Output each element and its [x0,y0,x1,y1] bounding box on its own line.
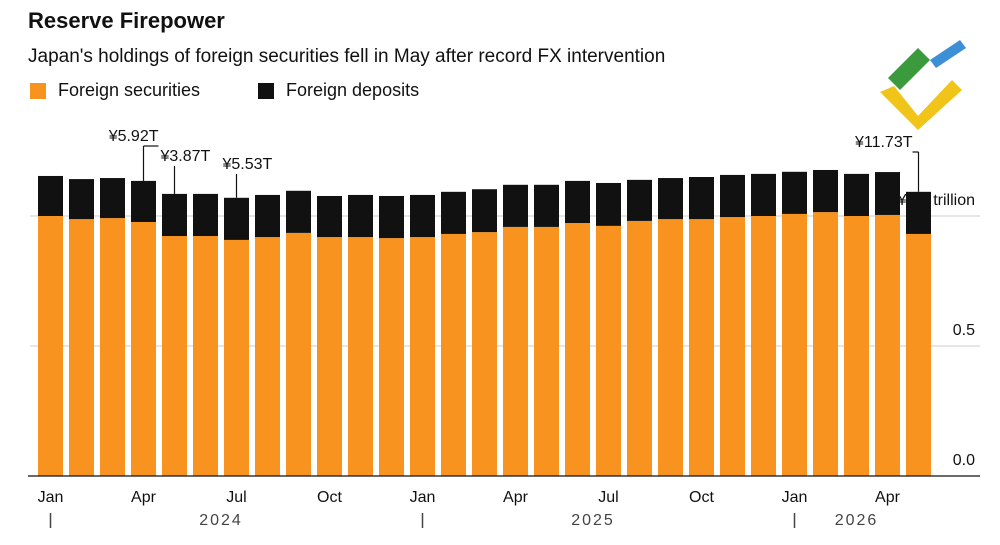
bar-segment [596,225,621,476]
bar-segment [627,179,652,221]
bar-segment [720,174,745,218]
bar-segment [472,189,497,233]
legend-swatch [30,83,46,99]
bar-segment [317,237,342,476]
bar-segment [503,184,528,227]
bar-segment [689,219,714,476]
bar-segment [348,237,373,476]
x-tick-label: Jan [410,489,436,506]
bar-segment [627,220,652,476]
bar-segment [534,184,559,227]
bar-segment [875,214,900,476]
bar-segment [193,193,218,237]
x-tick-label: Apr [503,489,529,506]
bar-segment [162,236,187,476]
bar-segment [224,197,249,240]
y-tick-label: 0.0 [953,452,975,469]
bar-segment [689,177,714,220]
bar-segment [906,191,931,234]
bar-segment [69,179,94,220]
bar-segment [255,237,280,476]
x-tick-label: Oct [689,489,714,506]
bar-segment [379,195,404,239]
logo-blue [930,40,966,68]
y-tick-label: 0.5 [953,322,975,339]
bar-segment [751,216,776,476]
bar-segment [286,190,311,233]
x-tick-label: Apr [131,489,157,506]
bar-segment [348,194,373,238]
logo-yellow [880,80,962,130]
bar-segment [844,216,869,476]
bar-segment [813,169,838,213]
bar-segment [131,221,156,476]
bar-segment [38,175,63,216]
x-tick-label: Oct [317,489,342,506]
bar-segment [317,195,342,238]
bar-segment [410,237,435,476]
bar-segment [379,238,404,476]
bar-segment [224,239,249,476]
year-label: 2025 [571,512,615,529]
bar-segment [503,226,528,476]
year-label: 2026 [835,512,879,529]
bar-segment [286,232,311,476]
bar-segment [813,212,838,476]
bar-segment [844,173,869,216]
bar-segment [658,219,683,476]
bar-segment [751,173,776,216]
bar-segment [441,191,466,234]
x-tick-label: Jul [226,489,246,506]
bar-segment [441,233,466,476]
bar-segment [255,194,280,238]
logo-green [888,48,930,90]
x-tick-label: Apr [875,489,901,506]
annotation: ¥11.73T [854,134,913,151]
bar-segment [875,172,900,215]
bar-segment [565,223,590,476]
chart-title: Reserve Firepower [28,8,225,33]
annotation: ¥3.87T [160,148,211,165]
bar-segment [38,216,63,476]
bar-segment [131,180,156,222]
bar-segment [534,226,559,476]
bar-segment [162,193,187,237]
year-label: 2024 [199,512,243,529]
bar-segment [782,213,807,477]
bar-segment [193,236,218,476]
x-tick-label: Jul [598,489,618,506]
bar-segment [100,178,125,219]
annotation: ¥5.92T [108,128,159,145]
x-tick-label: Jan [38,489,64,506]
bar-segment [565,180,590,224]
legend-label: Foreign securities [58,80,200,100]
bar-segment [658,178,683,220]
legend-label: Foreign deposits [286,80,419,100]
bar-segment [596,182,621,226]
legend-swatch [258,83,274,99]
bar-segment [100,218,125,476]
logo [880,40,966,130]
bar-segment [410,194,435,238]
bar-segment [720,217,745,477]
bar-segment [472,232,497,476]
bar-segment [906,233,931,476]
bar-segment [782,171,807,214]
annotation: ¥5.53T [222,156,273,173]
bar-segment [69,219,94,476]
chart-subtitle: Japan's holdings of foreign securities f… [28,46,665,67]
x-tick-label: Jan [782,489,808,506]
